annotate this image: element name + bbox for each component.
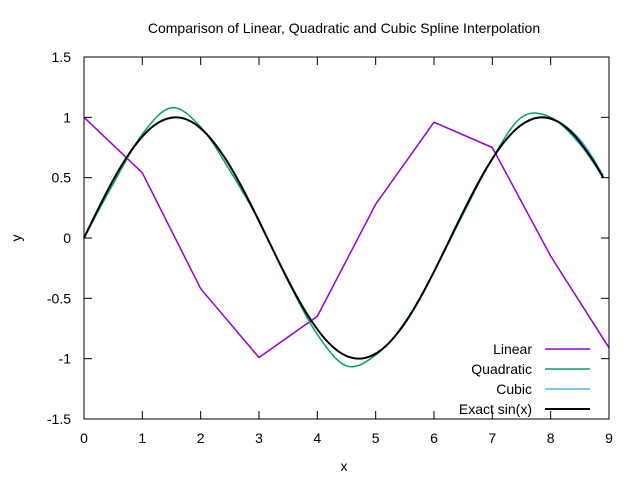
y-axis-label: y	[8, 235, 24, 242]
legend-label-quadratic: Quadratic	[471, 361, 532, 377]
x-tick-label: 2	[197, 430, 205, 446]
plot-frame	[83, 56, 610, 420]
series-line-exact-sin-x	[83, 116, 605, 360]
x-tick-label: 6	[430, 430, 438, 446]
y-tick-label: -1	[59, 351, 72, 367]
x-tick-label: 7	[488, 430, 496, 446]
y-tick-label: 0	[63, 230, 71, 246]
series-layer	[83, 106, 610, 368]
x-tick-label: 5	[372, 430, 380, 446]
legend-label-linear: Linear	[493, 341, 532, 357]
x-tick-label: 8	[547, 430, 555, 446]
y-tick-label: 1.5	[52, 49, 72, 65]
x-axis-ticks: 0 1 2 3 4 5 6 7 8 9	[80, 57, 613, 446]
x-tick-label: 3	[255, 430, 263, 446]
chart-title: Comparison of Linear, Quadratic and Cubi…	[148, 20, 540, 36]
y-tick-label: -0.5	[47, 290, 71, 306]
x-tick-label: 4	[313, 430, 321, 446]
y-tick-label: 1	[63, 109, 71, 125]
x-axis-label: x	[341, 458, 348, 474]
y-tick-label: 0.5	[52, 170, 72, 186]
series-line-linear	[83, 116, 610, 359]
legend-label-cubic: Cubic	[496, 381, 532, 397]
x-tick-label: 1	[138, 430, 146, 446]
x-tick-label: 9	[605, 430, 613, 446]
series-line-quadratic	[83, 106, 604, 368]
y-tick-label: -1.5	[47, 411, 71, 427]
legend: Linear Quadratic Cubic Exact sin(x)	[459, 341, 590, 417]
x-tick-label: 0	[80, 430, 88, 446]
series-line-cubic	[83, 116, 604, 360]
y-axis-ticks: 1.5 1 0.5 0 -0.5 -1 -1.5	[47, 49, 609, 427]
legend-label-exact-sin-x: Exact sin(x)	[459, 401, 532, 417]
